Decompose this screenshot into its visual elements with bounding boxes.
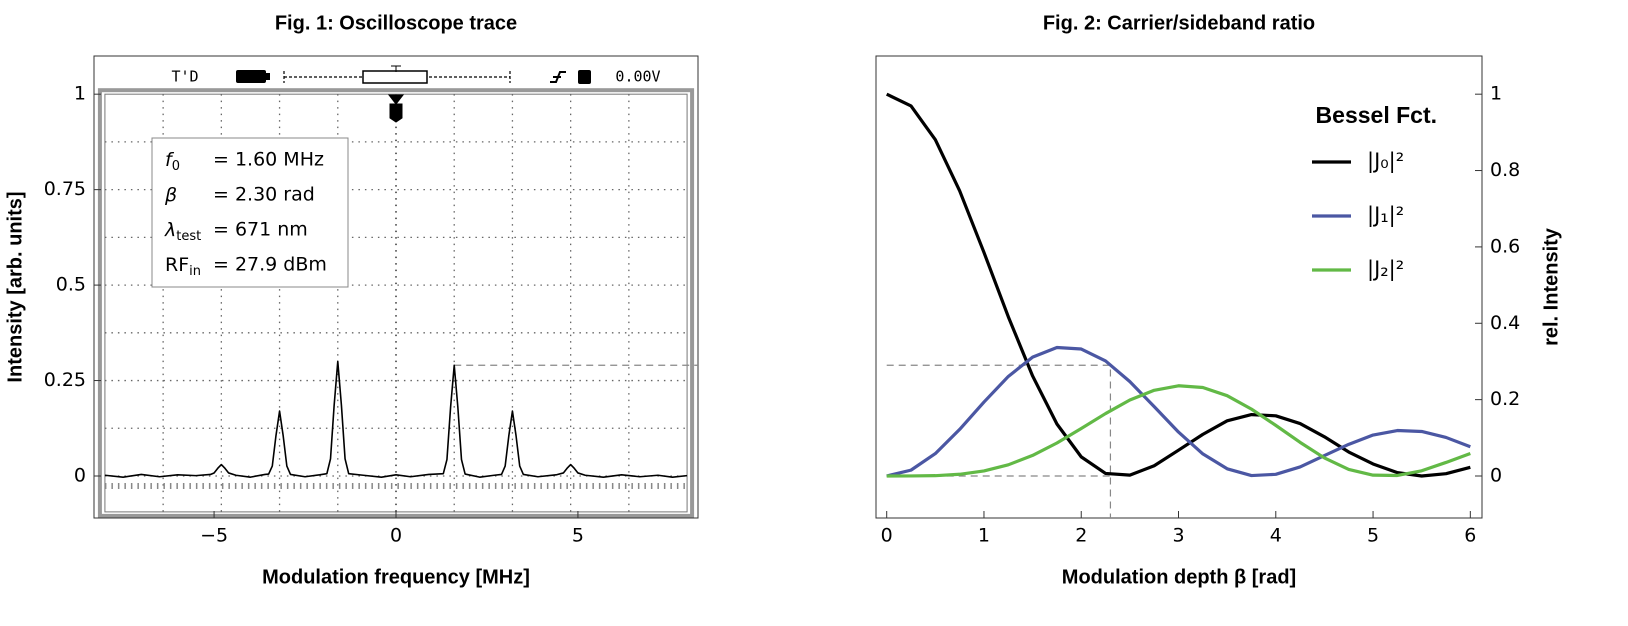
x-tick-label: 4 (1270, 525, 1282, 547)
y-tick-label: 1 (74, 83, 86, 105)
annotation: RFin (165, 254, 201, 279)
y-tick-label: 0.8 (1490, 159, 1520, 181)
y-tick-label: 0.4 (1490, 312, 1520, 334)
scope-header: 0.00V (615, 68, 660, 86)
legend-label: |J₀|² (1367, 149, 1404, 174)
legend-title: Bessel Fct. (1316, 102, 1437, 128)
annotation: β (164, 184, 177, 206)
coupling-icon (578, 70, 591, 84)
trigger-marker (387, 65, 405, 123)
data-line (886, 92, 1471, 478)
y-tick-label: 1 (1490, 83, 1502, 105)
legend-label: |J₁|² (1367, 203, 1404, 228)
annotation-symbol: β (164, 184, 177, 206)
scope-header: T'D (171, 68, 198, 86)
annotation: λtest (164, 219, 201, 244)
y-axis-title: rel. Intensity (1540, 227, 1562, 346)
y-tick-label: 0.6 (1490, 235, 1520, 257)
annotation-symbol: RF (165, 254, 189, 276)
legend-label: |J₂|² (1367, 257, 1404, 282)
x-tick-label: 5 (572, 525, 584, 547)
x-tick-label: 5 (1367, 525, 1379, 547)
annotation-subscript: test (176, 229, 201, 244)
x-tick-label: 0 (881, 525, 893, 547)
data-line (886, 384, 1471, 478)
y-axis-title: Intensity [arb. units] (4, 191, 26, 382)
y-tick-label: 0 (74, 465, 86, 487)
edge-icon (550, 71, 566, 83)
data-line (104, 360, 688, 478)
annotation-value: = 27.9 dBm (213, 254, 327, 276)
y-tick-label: 0.2 (1490, 388, 1520, 410)
annotation-box (151, 137, 349, 288)
x-tick-label: 3 (1172, 525, 1184, 547)
annotation: f0 (165, 149, 180, 174)
annotation-symbol: λ (164, 219, 176, 241)
y-tick-label: 0.5 (56, 274, 86, 296)
y-tick-label: 0.25 (44, 369, 86, 391)
x-axis-title: Modulation depth β [rad] (1062, 566, 1296, 588)
y-tick-label: 0 (1490, 465, 1502, 487)
annotation-value: = 1.60 MHz (213, 149, 324, 171)
annotation-symbol: f (165, 149, 175, 171)
x-tick-label: 6 (1464, 525, 1476, 547)
timebase-window (362, 70, 428, 84)
battery-tip (266, 73, 270, 80)
annotation-subscript: 0 (172, 159, 180, 174)
annotation-value: = 671 nm (213, 219, 308, 241)
x-tick-label: 1 (978, 525, 990, 547)
chart-title: Fig. 2: Carrier/sideband ratio (1043, 12, 1315, 34)
x-tick-label: 0 (390, 525, 402, 547)
battery-icon (236, 70, 266, 83)
data-line (886, 345, 1471, 478)
annotation-subscript: in (189, 264, 201, 279)
chart-title: Fig. 1: Oscilloscope trace (275, 12, 517, 34)
x-tick-label: 2 (1075, 525, 1087, 547)
y-tick-label: 0.75 (44, 178, 86, 200)
x-axis-title: Modulation frequency [MHz] (262, 566, 530, 588)
x-tick-label: −5 (200, 525, 228, 547)
annotation-value: = 2.30 rad (213, 184, 315, 206)
